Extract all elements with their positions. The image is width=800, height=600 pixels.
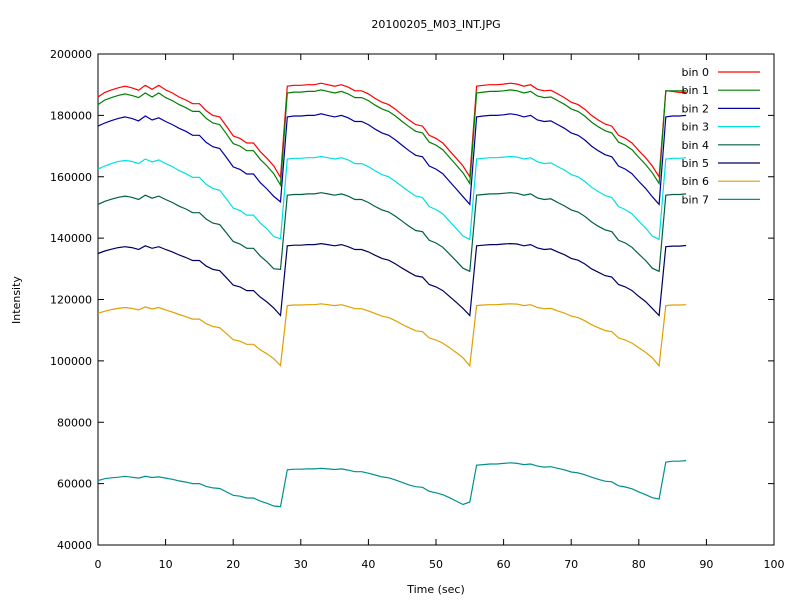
series-line-bin-3 [97, 155, 687, 241]
series-line-bin-1 [97, 89, 687, 187]
series-line-bin-5 [97, 242, 687, 317]
legend-label-bin-2: bin 2 [681, 102, 709, 115]
axis-ticks: 0 10 20 30 40 50 60 70 80 90 100 40000 60000 80000 100… [50, 48, 785, 571]
x-tick-label: 100 [764, 558, 785, 571]
y-tick-label: 60000 [57, 478, 92, 491]
x-axis-label: Time (sec) [406, 583, 465, 596]
x-tick-label: 30 [294, 558, 308, 571]
x-tick-label: 50 [429, 558, 443, 571]
series-line-bin-0 [97, 82, 687, 180]
x-tick-label: 0 [95, 558, 102, 571]
series-line-bin-7 [97, 460, 687, 508]
legend-label-bin-3: bin 3 [681, 121, 709, 134]
legend: bin 0 bin 1 bin 2 bin 3 bin 4 bin 5 bin 6 bin 7 [681, 66, 760, 206]
x-tick-label: 10 [159, 558, 173, 571]
x-tick-label: 60 [497, 558, 511, 571]
legend-label-bin-7: bin 7 [681, 193, 709, 206]
series-line-bin-4 [97, 192, 687, 273]
x-tick-label: 80 [632, 558, 646, 571]
legend-label-bin-6: bin 6 [681, 175, 709, 188]
series-lines [97, 82, 687, 508]
legend-label-bin-5: bin 5 [681, 157, 709, 170]
x-tick-label: 90 [699, 558, 713, 571]
chart-title: 20100205_M03_INT.JPG [371, 18, 500, 31]
y-tick-label: 80000 [57, 416, 92, 429]
y-tick-label: 100000 [50, 355, 92, 368]
x-tick-label: 40 [361, 558, 375, 571]
x-tick-label: 20 [226, 558, 240, 571]
series-line-bin-6 [97, 303, 687, 368]
series-line-bin-2 [97, 113, 687, 206]
x-tick-label: 70 [564, 558, 578, 571]
y-tick-label: 160000 [50, 171, 92, 184]
y-tick-label: 180000 [50, 109, 92, 122]
y-tick-label: 140000 [50, 232, 92, 245]
legend-label-bin-4: bin 4 [681, 139, 709, 152]
y-tick-label: 120000 [50, 294, 92, 307]
legend-label-bin-1: bin 1 [681, 84, 709, 97]
legend-label-bin-0: bin 0 [681, 66, 709, 79]
plot-frame [97, 53, 775, 546]
y-tick-label: 200000 [50, 48, 92, 61]
y-tick-label: 40000 [57, 539, 92, 552]
y-axis-label: Intensity [10, 276, 23, 324]
